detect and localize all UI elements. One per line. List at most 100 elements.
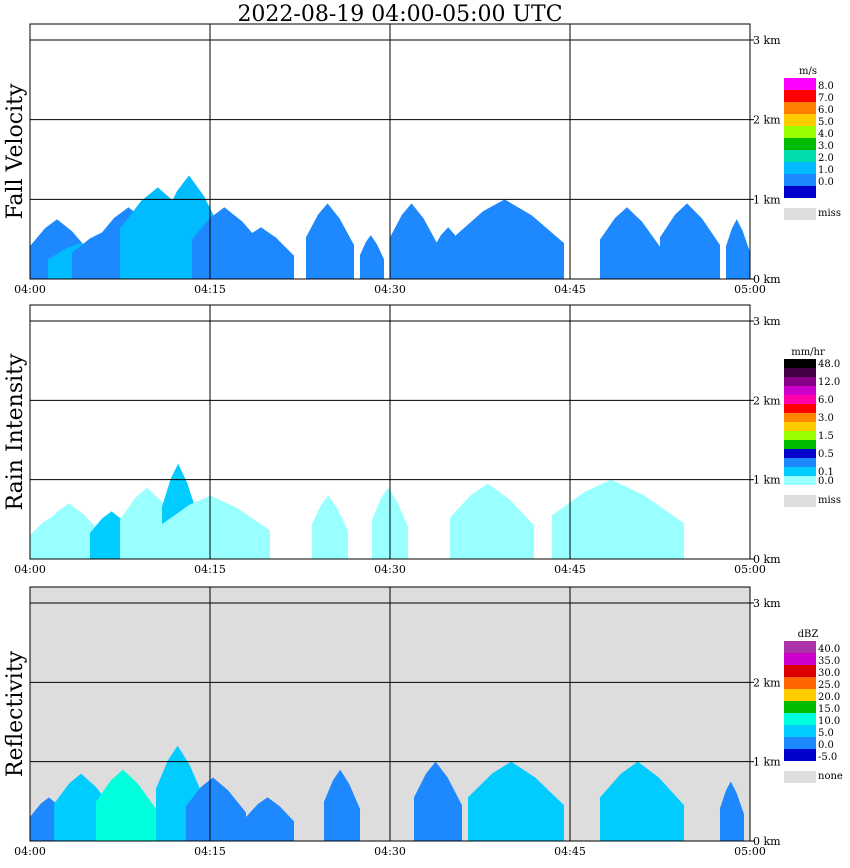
- legend-label: 0.0: [818, 740, 834, 751]
- legend-label: 35.0: [818, 656, 840, 667]
- legend-label: 4.0: [818, 129, 834, 140]
- y-tick-label: 0 km: [753, 273, 781, 286]
- panel-rain-intensity: 0 km 1 km 2 km 3 km 04:00 04:15 04:30 04:45 05:0…: [3, 304, 841, 576]
- legend-swatch: [784, 749, 816, 761]
- legend-swatch: [784, 150, 816, 162]
- y-tick-label: 3 km: [753, 315, 781, 328]
- echo-cell: [96, 769, 156, 841]
- plot-frame: [29, 586, 751, 842]
- legend-swatch: [784, 458, 816, 467]
- legend-unit: mm/hr: [791, 347, 825, 358]
- y-tick-label: 2 km: [753, 114, 781, 127]
- legend-missing-swatch: [784, 495, 816, 507]
- y-tick-label: 1 km: [753, 474, 781, 487]
- echo-cell: [360, 235, 384, 279]
- x-tick-label: 04:30: [374, 283, 406, 296]
- y-tick-label: 1 km: [753, 193, 781, 206]
- x-tick-label: 04:15: [194, 283, 226, 296]
- grid-lines: [30, 305, 750, 559]
- echo-cell: [306, 203, 354, 279]
- x-tick-label: 05:00: [734, 283, 766, 296]
- y-axis-label: Fall Velocity: [3, 83, 28, 219]
- legend-swatch: [784, 368, 816, 377]
- legend-swatch: [784, 467, 816, 476]
- legend-label: 10.0: [818, 716, 840, 727]
- legend-unit: dBZ: [798, 629, 819, 640]
- legend-missing-label: none: [818, 771, 843, 782]
- legend-label: -5.0: [818, 752, 837, 763]
- legend-swatch: [784, 114, 816, 126]
- legend-reflectivity: dBZ 40.035.030.025.020.015.010.05.00.0-5.…: [784, 629, 843, 783]
- grid-lines: [30, 587, 750, 841]
- legend-label: 0.0: [818, 476, 834, 487]
- echo-layer: [30, 745, 744, 841]
- grid-lines: [30, 24, 750, 279]
- legend-swatch: [784, 377, 816, 386]
- legend-swatch: [784, 476, 816, 485]
- y-tick-label: 3 km: [753, 597, 781, 610]
- echo-cell: [468, 761, 564, 841]
- legend-swatch: [784, 102, 816, 114]
- legend-label: 5.0: [818, 728, 834, 739]
- legend-swatch: [784, 422, 816, 431]
- legend-label: 0.1: [818, 467, 834, 478]
- x-tick-label: 05:00: [734, 563, 766, 576]
- legend-missing-label: miss: [818, 208, 841, 219]
- x-tick-label: 04:45: [554, 845, 586, 858]
- legend-swatch: [784, 449, 816, 458]
- legend-swatch: [784, 725, 816, 737]
- panel-reflectivity: 0 km 1 km 2 km 3 km 04:00 04:15 04:30 04:45 05:0…: [3, 586, 843, 858]
- y-axis-label: Reflectivity: [3, 650, 28, 777]
- echo-cell: [720, 781, 744, 841]
- echo-cell: [660, 203, 720, 279]
- legend-swatch: [784, 138, 816, 150]
- y-tick-label: 2 km: [753, 676, 781, 689]
- plot-frame: [29, 304, 751, 560]
- legend-swatch: [784, 677, 816, 689]
- panel-fall-velocity: 0 km 1 km 2 km 3 km 04:00 04:15 04:30 04:45 05:0…: [3, 23, 841, 296]
- echo-cell: [726, 219, 750, 279]
- y-tick-label: 1 km: [753, 756, 781, 769]
- echo-cell: [312, 495, 348, 559]
- legend-swatch: [784, 737, 816, 749]
- x-tick-label: 04:00: [14, 563, 46, 576]
- legend-missing-swatch: [784, 771, 816, 783]
- echo-cell: [234, 227, 294, 279]
- legend-swatch: [784, 126, 816, 138]
- legend-label: 1.0: [818, 165, 834, 176]
- legend-label: 3.0: [818, 413, 834, 424]
- legend-label: 48.0: [818, 359, 840, 370]
- legend-swatch: [784, 162, 816, 174]
- legend-label: 30.0: [818, 668, 840, 679]
- legend-unit: m/s: [799, 66, 817, 77]
- legend-swatch: [784, 440, 816, 449]
- legend-label: 5.0: [818, 117, 834, 128]
- echo-cell: [324, 769, 360, 841]
- legend-label: 25.0: [818, 680, 840, 691]
- legend-swatch: [784, 689, 816, 701]
- legend-swatch: [784, 431, 816, 440]
- legend-label: 1.5: [818, 431, 834, 442]
- x-tick-label: 04:30: [374, 563, 406, 576]
- legend-label: 3.0: [818, 141, 834, 152]
- legend-swatch: [784, 404, 816, 413]
- echo-cell: [414, 761, 462, 841]
- legend-swatch: [784, 653, 816, 665]
- x-tick-label: 04:45: [554, 563, 586, 576]
- legend-swatch: [784, 90, 816, 102]
- x-tick-label: 04:00: [14, 283, 46, 296]
- legend-swatch: [784, 78, 816, 90]
- legend-label: 2.0: [818, 153, 834, 164]
- echo-layer: [30, 175, 750, 279]
- echo-cell: [552, 479, 684, 559]
- legend-swatch: [784, 174, 816, 186]
- legend-swatch: [784, 395, 816, 404]
- legend-missing-label: miss: [818, 495, 841, 506]
- legend-swatch: [784, 665, 816, 677]
- x-tick-label: 04:15: [194, 563, 226, 576]
- legend-label: 15.0: [818, 704, 840, 715]
- echo-cell: [456, 199, 564, 279]
- legend-label: 20.0: [818, 692, 840, 703]
